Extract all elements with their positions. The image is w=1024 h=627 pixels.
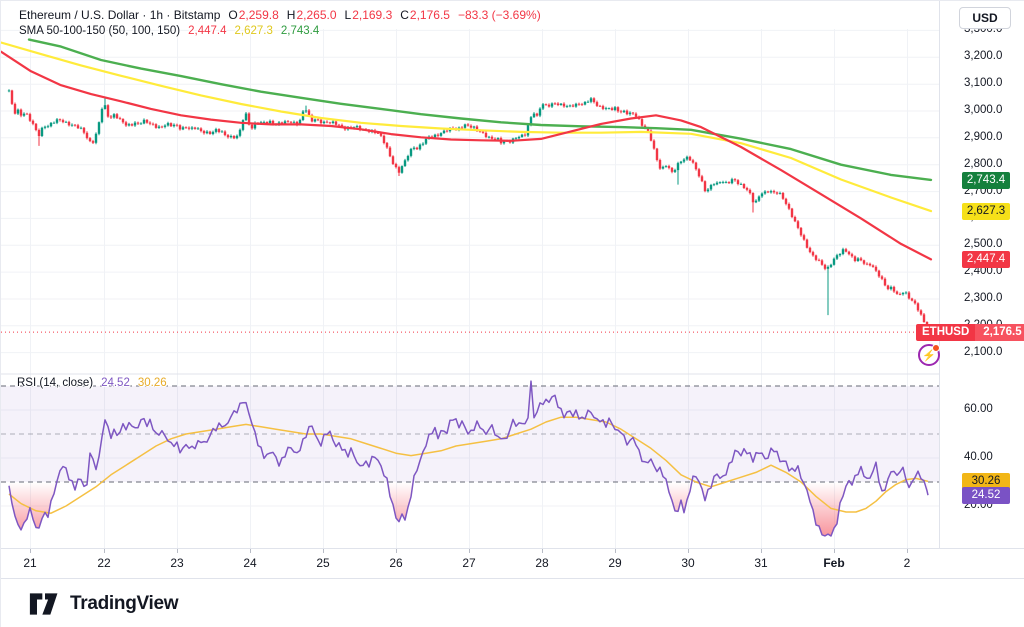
close-value: C 2,176.5 (400, 8, 450, 22)
time-tick-mark (396, 549, 397, 553)
time-tick-mark (834, 549, 835, 553)
time-tick: 25 (316, 556, 330, 570)
rsi-tick: 60.00 (964, 403, 993, 415)
price-tick: 2,400.0 (964, 265, 1003, 277)
time-tick: 24 (243, 556, 257, 570)
grid-layer (1, 29, 939, 548)
rsi-ma-value: 30.26 (137, 377, 167, 389)
price-tick: 2,300.0 (964, 292, 1003, 304)
rsi-indicator-row: RSI (14, close) 24.52 30.26 (17, 377, 167, 389)
time-tick: 26 (389, 556, 403, 570)
rsi-indicator-title[interactable]: RSI (14, close) (17, 377, 94, 389)
sma-indicator-row: SMA 50-100-150 (50, 100, 150) 2,447.4 2,… (19, 25, 319, 37)
time-tick: 29 (608, 556, 622, 570)
high-value: H 2,265.0 (286, 8, 337, 22)
notification-dot (932, 344, 940, 352)
time-tick: 22 (97, 556, 111, 570)
currency-toggle-button[interactable]: USD (959, 7, 1011, 29)
sma100-price-label: 2,627.3 (962, 203, 1010, 220)
price-tick: 2,900.0 (964, 131, 1003, 143)
time-tick-mark (104, 549, 105, 553)
tradingview-logo-icon (29, 592, 58, 615)
time-tick: 23 (170, 556, 184, 570)
sma50-line (1, 50, 933, 261)
sma150-price-label: 2,743.4 (962, 172, 1010, 189)
price-tick: 2,800.0 (964, 158, 1003, 170)
low-value: L 2,169.3 (344, 8, 393, 22)
change-value: −83.3 (−3.69%) (457, 8, 541, 22)
rsi-value: 24.52 (101, 377, 130, 389)
tradingview-logo[interactable]: TradingView (29, 591, 179, 617)
price-tick: 3,200.0 (964, 50, 1003, 62)
sma50-value: 2,447.4 (188, 25, 227, 37)
sma150-line (27, 38, 933, 182)
sma-indicator-title[interactable]: SMA 50-100-150 (50, 100, 150) (19, 25, 181, 37)
rsi-price-label: 24.52 (962, 487, 1010, 504)
time-tick-mark (250, 549, 251, 553)
lightning-boost-button[interactable]: ⚡ (918, 344, 940, 366)
time-tick-mark (688, 549, 689, 553)
time-tick: 31 (754, 556, 768, 570)
rsi-line (8, 380, 929, 537)
time-tick-mark (177, 549, 178, 553)
last-price-symbol: ETHUSD (916, 324, 976, 341)
time-tick: 30 (681, 556, 695, 570)
time-tick-mark (469, 549, 470, 553)
chart-canvas[interactable] (1, 1, 1024, 579)
symbol-title[interactable]: Ethereum / U.S. Dollar · 1h · Bitstamp (19, 8, 221, 22)
sma100-value: 2,627.3 (234, 25, 273, 37)
open-value: O 2,259.8 (228, 8, 279, 22)
price-tick: 3,000.0 (964, 104, 1003, 116)
time-tick-mark (30, 549, 31, 553)
sma150-value: 2,743.4 (280, 25, 320, 37)
time-tick: 21 (23, 556, 37, 570)
time-tick: 27 (462, 556, 476, 570)
sma50-price-label: 2,447.4 (962, 251, 1010, 268)
time-axis[interactable]: 21 22 23 24 25 26 27 28 29 30 31 Feb 2 (1, 548, 1024, 579)
time-tick: Feb (823, 556, 845, 570)
price-tick: 2,500.0 (964, 238, 1003, 250)
rsi-ma-price-label: 30.26 (962, 473, 1010, 490)
rsi-tick: 40.00 (964, 451, 993, 463)
rsi-layer (8, 380, 929, 537)
time-tick-mark (761, 549, 762, 553)
time-tick: 28 (535, 556, 549, 570)
lightning-icon: ⚡ (922, 349, 936, 362)
time-tick-mark (323, 549, 324, 553)
sma100-line (1, 41, 933, 213)
brand-name: TradingView (70, 592, 179, 614)
sma-overlays-layer (1, 38, 933, 261)
time-tick-mark (907, 549, 908, 553)
time-tick: 2 (903, 556, 911, 570)
footer-bar: TradingView (1, 579, 1024, 627)
price-tick: 2,100.0 (964, 346, 1003, 358)
last-price-label: ETHUSD 2,176.5 (916, 324, 1024, 341)
time-tick-mark (542, 549, 543, 553)
price-tick: 3,100.0 (964, 77, 1003, 89)
time-tick-mark (615, 549, 616, 553)
last-price-value: 2,176.5 (975, 324, 1024, 341)
rsi-oversold-fill (9, 482, 928, 536)
symbol-info-bar: Ethereum / U.S. Dollar · 1h · Bitstamp O… (19, 8, 541, 22)
